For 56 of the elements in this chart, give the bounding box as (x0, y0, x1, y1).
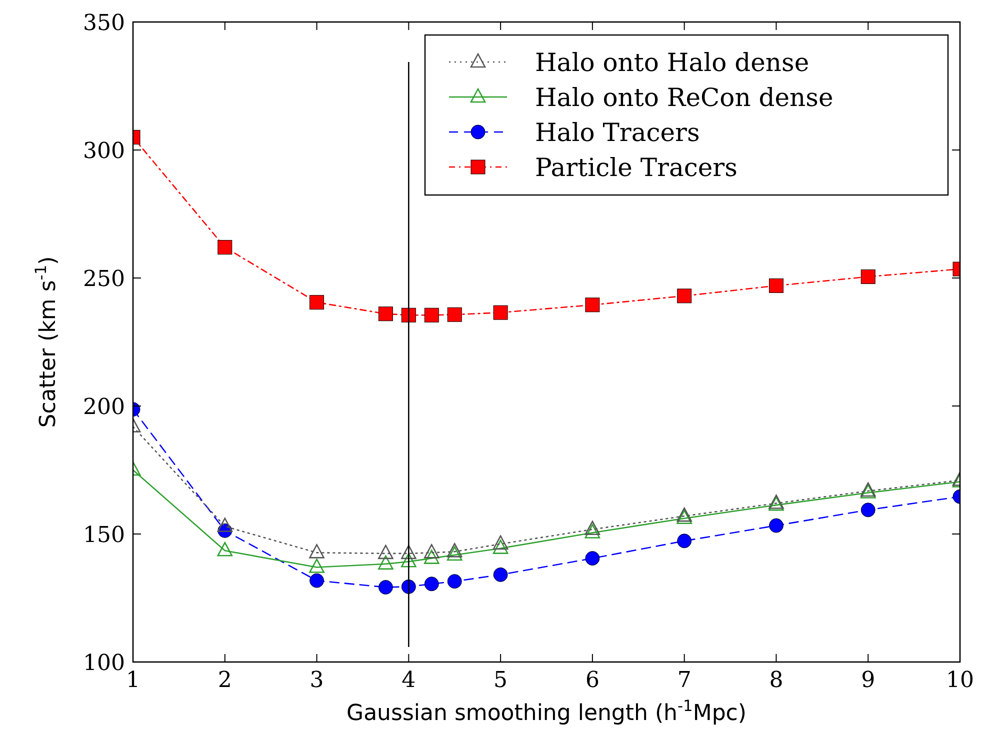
point (446, 543, 462, 558)
point (447, 574, 462, 589)
point (446, 546, 462, 561)
point (218, 240, 232, 255)
point (768, 518, 784, 533)
point (860, 502, 876, 518)
x-tick-label: 7 (677, 668, 692, 693)
point (424, 550, 440, 564)
y-tick-label: 300 (83, 139, 125, 164)
x-axis-title: Gaussian smoothing length (h$^{-1}$Mpc) (346, 697, 746, 726)
point (424, 308, 439, 322)
point (378, 306, 393, 322)
point (424, 544, 440, 558)
point (768, 278, 784, 293)
x-tick-label: 2 (218, 668, 232, 693)
point (309, 544, 324, 558)
point (424, 576, 439, 592)
point (217, 542, 233, 556)
point (677, 534, 692, 548)
y-tick-label: 150 (83, 523, 125, 548)
point (492, 535, 508, 550)
point (309, 558, 324, 573)
point (378, 580, 393, 594)
x-tick-label: 10 (946, 668, 974, 693)
point (492, 540, 508, 554)
y-tick-label: 250 (83, 267, 125, 292)
point (378, 555, 394, 570)
x-tick-label: 3 (310, 668, 324, 693)
point (217, 518, 233, 532)
y-tick-label: 200 (83, 395, 125, 420)
x-tick-label: 9 (861, 668, 876, 693)
point (585, 298, 600, 312)
legend-label: Halo Tracers (535, 118, 700, 147)
point (584, 524, 600, 538)
point (860, 269, 876, 284)
point (310, 573, 324, 588)
point (493, 305, 508, 320)
point (447, 307, 462, 322)
legend-label: Halo onto ReCon dense (535, 83, 834, 112)
point (401, 553, 416, 568)
legend-label: Halo onto Halo dense (535, 48, 810, 77)
point (585, 551, 600, 566)
point (493, 567, 508, 582)
y-tick-label: 350 (83, 11, 125, 36)
point (584, 520, 600, 536)
x-tick-label: 5 (494, 668, 508, 693)
y-tick-label: 100 (83, 651, 125, 676)
point (401, 544, 416, 560)
point (677, 288, 692, 304)
x-tick-label: 8 (769, 668, 784, 693)
legend-label: Particle Tracers (535, 153, 738, 182)
point (378, 544, 394, 560)
x-tick-label: 4 (402, 668, 416, 693)
point (310, 295, 324, 310)
x-tick-label: 6 (585, 668, 600, 693)
x-tick-label: 1 (126, 668, 140, 693)
